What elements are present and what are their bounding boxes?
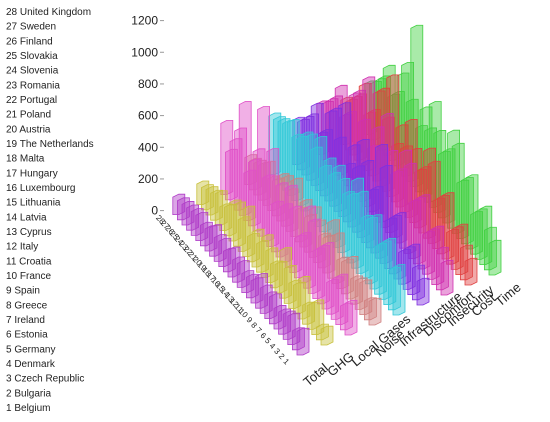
depth-label: 7 bbox=[254, 326, 264, 336]
bar bbox=[315, 323, 329, 341]
depth-label: 6 bbox=[258, 331, 268, 341]
country-label: 6 Estonia bbox=[6, 330, 48, 341]
country-label: 14 Latvia bbox=[6, 212, 47, 223]
bar bbox=[464, 257, 478, 286]
bar bbox=[392, 264, 406, 316]
bar bbox=[296, 327, 310, 356]
bar bbox=[411, 264, 425, 301]
country-label: 15 Lithuania bbox=[6, 198, 61, 209]
country-label: 16 Luxembourg bbox=[6, 183, 76, 194]
bar bbox=[363, 297, 377, 321]
bar bbox=[368, 297, 382, 326]
z-tick-label: 1200 bbox=[131, 14, 158, 28]
z-tick-label: 800 bbox=[138, 77, 158, 91]
z-tick-label: 600 bbox=[138, 109, 158, 123]
country-label: 23 Romania bbox=[6, 80, 60, 91]
bar bbox=[339, 302, 353, 331]
country-label: 27 Sweden bbox=[6, 22, 56, 33]
bar bbox=[483, 226, 497, 271]
country-label: 1 Belgium bbox=[6, 403, 50, 414]
country-label: 4 Denmark bbox=[6, 359, 56, 370]
series-label: GHG bbox=[324, 349, 356, 380]
country-label: 21 Poland bbox=[6, 110, 51, 121]
bar bbox=[320, 325, 334, 346]
country-label: 20 Austria bbox=[6, 124, 51, 135]
country-label: 12 Italy bbox=[6, 242, 38, 253]
bar bbox=[291, 327, 305, 351]
z-tick-label: 200 bbox=[138, 172, 158, 186]
bar bbox=[440, 259, 454, 296]
country-label: 17 Hungary bbox=[6, 168, 58, 179]
bar bbox=[387, 266, 401, 311]
bar bbox=[344, 299, 358, 336]
country-label: 25 Slovakia bbox=[6, 51, 58, 62]
z-tick-label: 400 bbox=[138, 140, 158, 154]
depth-label: 1 bbox=[281, 357, 291, 367]
bar bbox=[459, 244, 473, 281]
depth-label: 5 bbox=[263, 336, 273, 346]
country-label: 5 Germany bbox=[6, 344, 55, 355]
depth-label: 3 bbox=[272, 347, 282, 357]
bar bbox=[306, 302, 320, 330]
country-label: 22 Portugal bbox=[6, 95, 57, 106]
country-label: 9 Spain bbox=[6, 286, 40, 297]
country-label: 13 Cyprus bbox=[6, 227, 52, 238]
country-label: 19 The Netherlands bbox=[6, 139, 94, 150]
country-label: 3 Czech Republic bbox=[6, 374, 84, 385]
country-label: 10 France bbox=[6, 271, 51, 282]
bar bbox=[311, 299, 325, 336]
z-tick-label: 1000 bbox=[131, 45, 158, 59]
country-label: 2 Bulgaria bbox=[6, 388, 51, 399]
country-label: 18 Malta bbox=[6, 154, 45, 165]
country-label: 26 Finland bbox=[6, 36, 53, 47]
country-label: 11 Croatia bbox=[6, 256, 52, 267]
depth-label: 4 bbox=[268, 341, 278, 351]
bar bbox=[435, 246, 449, 291]
country-label: 7 Ireland bbox=[6, 315, 45, 326]
country-label: 24 Slovenia bbox=[6, 66, 59, 77]
depth-label: 2 bbox=[277, 352, 287, 362]
country-label: 28 United Kingdom bbox=[6, 7, 91, 18]
country-label: 8 Greece bbox=[6, 300, 48, 311]
series-label: Time bbox=[492, 280, 523, 310]
depth-label: 8 bbox=[249, 321, 259, 331]
bar bbox=[488, 239, 502, 276]
series-label: Total bbox=[300, 360, 331, 389]
bar bbox=[416, 277, 430, 306]
depth-label: 9 bbox=[245, 315, 255, 325]
z-tick-label: 0 bbox=[151, 204, 158, 218]
